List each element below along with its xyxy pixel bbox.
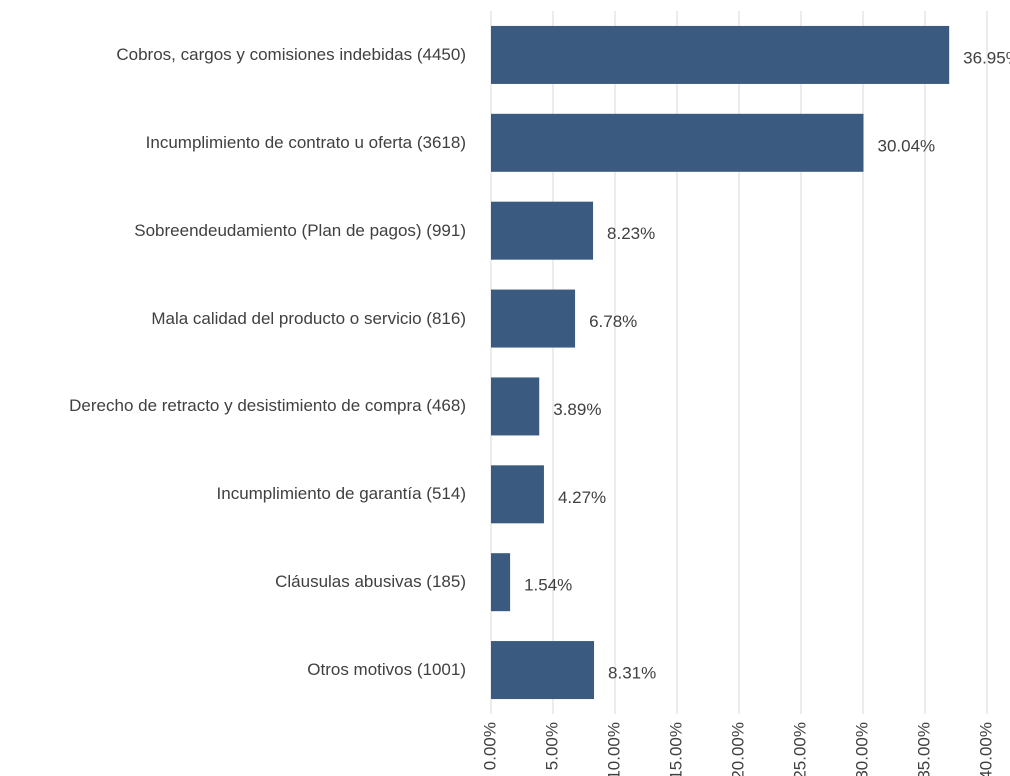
data-label: 30.04% [877, 136, 935, 155]
data-label: 4.27% [558, 488, 606, 507]
x-tick-label: 35.00% [914, 722, 933, 776]
x-tick-label: 25.00% [790, 722, 809, 776]
x-tick-label: 5.00% [542, 722, 561, 770]
bar [491, 201, 594, 260]
category-label: Incumplimiento de contrato u oferta (361… [145, 132, 466, 152]
bar [491, 25, 950, 84]
x-tick-label: 15.00% [666, 722, 685, 776]
data-label: 36.95% [963, 48, 1010, 67]
bar [491, 113, 864, 172]
bar [491, 289, 576, 348]
data-label: 1.54% [524, 576, 572, 595]
bar [491, 553, 511, 612]
x-tick-label: 20.00% [728, 722, 747, 776]
bar [491, 641, 595, 700]
category-label: Sobreendeudamiento (Plan de pagos) (991) [134, 220, 466, 240]
x-tick-label: 0.00% [480, 722, 499, 770]
bar [491, 465, 544, 524]
x-tick-label: 10.00% [604, 722, 623, 776]
data-label: 3.89% [553, 400, 601, 419]
category-label: Incumplimiento de garantía (514) [216, 484, 466, 504]
category-label: Derecho de retracto y desistimiento de c… [69, 396, 466, 416]
category-label: Mala calidad del producto o servicio (81… [151, 308, 466, 328]
bar [491, 377, 540, 436]
category-label: Otros motivos (1001) [307, 660, 466, 680]
x-tick-label: 30.00% [852, 722, 871, 776]
data-label: 6.78% [589, 312, 637, 331]
category-label: Cláusulas abusivas (185) [275, 572, 466, 592]
x-tick-label: 40.00% [976, 722, 995, 776]
category-label: Cobros, cargos y comisiones indebidas (4… [116, 44, 466, 64]
data-label: 8.23% [607, 224, 655, 243]
data-label: 8.31% [608, 664, 656, 683]
